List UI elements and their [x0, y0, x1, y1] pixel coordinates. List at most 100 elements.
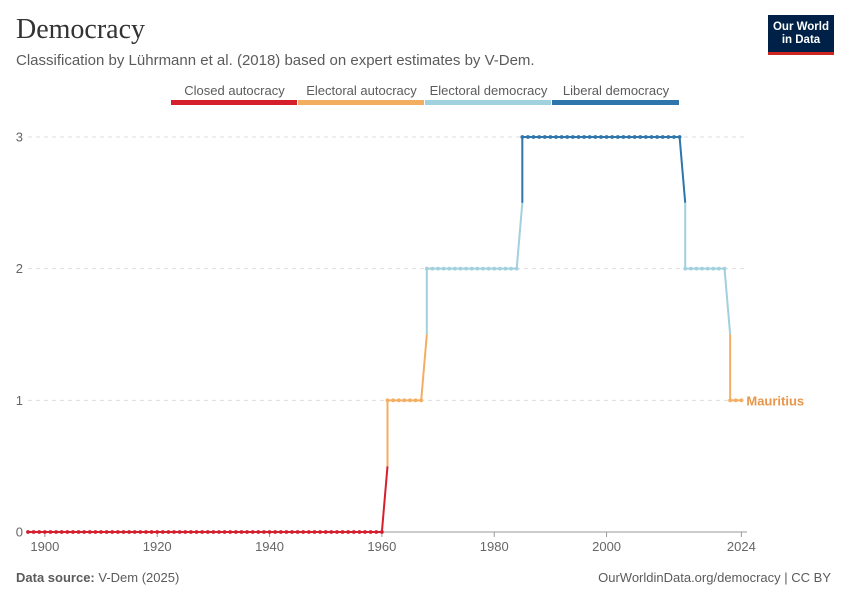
data-point-1965 — [408, 398, 412, 403]
data-point-1963 — [396, 398, 401, 403]
data-point-1999 — [599, 135, 603, 139]
x-tick-label-1980: 1980 — [480, 539, 509, 554]
data-point-2002 — [615, 135, 620, 139]
legend-label-3: Liberal democracy — [563, 83, 670, 98]
data-point-1935 — [239, 530, 244, 534]
data-point-1909 — [93, 530, 98, 534]
data-point-1908 — [87, 530, 92, 534]
legend-label-0: Closed autocracy — [184, 83, 285, 98]
data-point-1978 — [481, 266, 485, 271]
data-point-1900 — [42, 530, 47, 534]
data-point-1948 — [312, 530, 317, 534]
data-point-1899 — [37, 530, 42, 534]
data-point-1973 — [453, 266, 457, 271]
data-point-2010 — [660, 135, 665, 139]
data-source-label: Data source: — [16, 570, 95, 585]
data-point-1928 — [200, 530, 205, 534]
data-point-1982 — [503, 266, 508, 271]
owid-logo[interactable]: Our World in Data — [768, 15, 834, 55]
data-point-1953 — [340, 530, 345, 534]
source-link[interactable]: OurWorldinData.org/democracy | CC BY — [598, 570, 831, 585]
data-point-2001 — [610, 135, 615, 139]
y-tick-label-1: 1 — [16, 393, 23, 408]
data-point-1898 — [31, 530, 36, 534]
chart-title: Democracy — [16, 14, 146, 45]
data-point-1991 — [554, 135, 558, 139]
data-point-1936 — [245, 530, 249, 534]
data-point-1997 — [587, 135, 592, 139]
data-point-1983 — [509, 266, 513, 271]
legend-swatch-0 — [171, 100, 297, 105]
logo-line-1: Our World — [772, 20, 829, 33]
data-point-1970 — [436, 266, 440, 271]
data-point-1905 — [71, 530, 75, 534]
data-point-1959 — [374, 530, 379, 534]
data-point-2008 — [649, 135, 654, 139]
data-point-1945 — [295, 530, 300, 534]
y-tick-label-2: 2 — [16, 261, 23, 276]
data-point-1924 — [177, 530, 182, 534]
data-point-2023 — [733, 398, 738, 403]
data-point-1951 — [329, 530, 334, 534]
data-point-1998 — [593, 135, 598, 139]
data-point-1977 — [475, 266, 480, 271]
data-point-1939 — [262, 530, 266, 534]
data-point-1964 — [402, 398, 407, 403]
data-point-1897 — [26, 530, 30, 534]
data-point-1950 — [323, 530, 328, 534]
data-point-1966 — [413, 398, 418, 403]
data-point-1943 — [284, 530, 289, 534]
data-point-1929 — [205, 530, 210, 534]
data-point-2005 — [632, 135, 637, 139]
transition-a-3 — [515, 202, 524, 269]
data-point-1974 — [458, 266, 463, 271]
data-point-1972 — [447, 266, 452, 271]
data-point-1992 — [559, 135, 564, 139]
y-tick-label-0: 0 — [16, 525, 23, 540]
data-point-1946 — [301, 530, 306, 534]
data-point-1941 — [273, 530, 278, 534]
legend-label-2: Electoral democracy — [430, 83, 548, 98]
data-point-1952 — [335, 530, 339, 534]
data-point-1921 — [160, 530, 165, 534]
data-point-1922 — [166, 530, 171, 534]
legend-swatch-1 — [298, 100, 424, 105]
transition-a-2 — [420, 334, 428, 401]
data-point-1956 — [357, 530, 362, 534]
data-point-1954 — [346, 530, 351, 534]
data-point-1942 — [278, 530, 283, 534]
legend-swatch-2 — [425, 100, 551, 105]
data-point-2012 — [672, 135, 676, 139]
data-point-2018 — [705, 266, 710, 271]
data-point-1934 — [233, 530, 238, 534]
data-point-1920 — [155, 530, 160, 534]
x-tick-label-2024: 2024 — [727, 539, 756, 554]
data-point-1944 — [290, 530, 294, 534]
data-point-1996 — [582, 135, 587, 139]
transition-a-1 — [380, 466, 389, 533]
data-point-2009 — [655, 135, 660, 139]
data-point-1938 — [256, 530, 261, 534]
data-point-1911 — [104, 530, 109, 534]
data-point-1914 — [121, 530, 126, 534]
data-point-1993 — [565, 135, 570, 139]
data-point-2006 — [638, 135, 643, 139]
data-point-1915 — [127, 530, 132, 534]
data-point-1917 — [138, 530, 143, 534]
data-point-1904 — [65, 530, 70, 534]
series-label: Mauritius — [746, 393, 804, 408]
data-point-2007 — [643, 135, 648, 139]
data-point-1919 — [149, 530, 154, 534]
data-point-2019 — [711, 266, 716, 271]
transition-a-5 — [723, 268, 732, 335]
data-point-1990 — [548, 135, 553, 139]
data-point-1947 — [306, 530, 311, 534]
data-point-1971 — [441, 266, 446, 271]
data-point-1979 — [486, 266, 491, 271]
data-point-1962 — [391, 398, 396, 403]
data-point-1989 — [542, 135, 547, 139]
data-point-1969 — [430, 266, 435, 271]
data-point-2003 — [621, 135, 626, 139]
data-point-1994 — [570, 135, 575, 139]
